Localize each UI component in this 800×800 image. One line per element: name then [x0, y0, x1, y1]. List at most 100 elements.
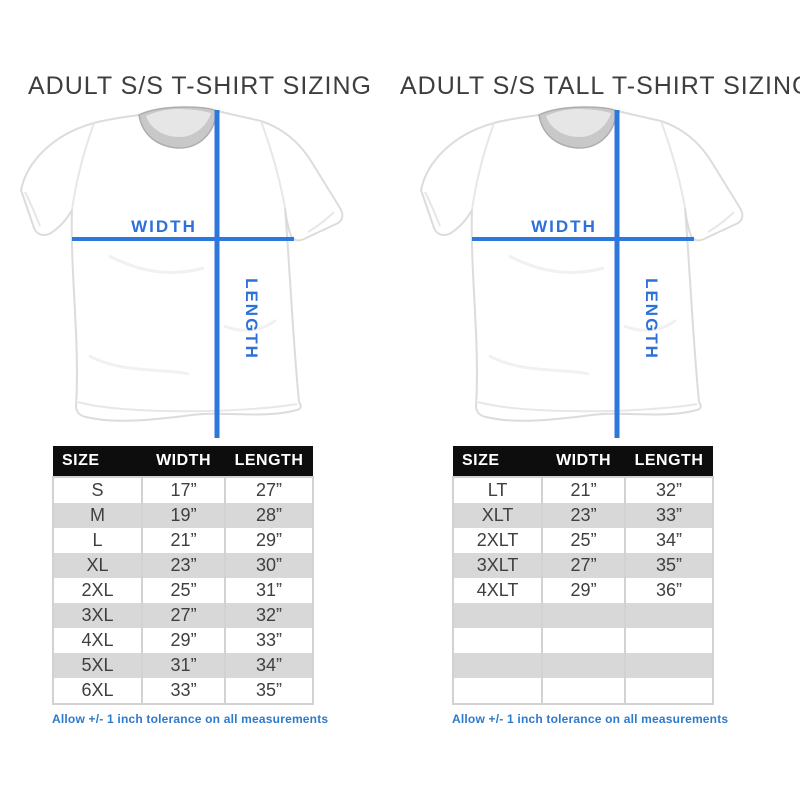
table-cell: 23” [142, 553, 227, 578]
table-row: 4XLT 29” 36” [453, 578, 713, 603]
table-cell: 34” [256, 655, 283, 675]
tshirt-illustration: WIDTH LENGTH [419, 106, 744, 438]
table-cell: 29” [256, 530, 283, 550]
table-cell: 4XL [53, 628, 144, 653]
table-header-row: SIZE WIDTH LENGTH [53, 446, 313, 477]
table-row: 4XL 29” 33” [53, 628, 313, 653]
table-cell: LT [453, 477, 544, 503]
table-row: M 19” 28” [53, 503, 313, 528]
col-header-size: SIZE [53, 446, 143, 477]
table-row: 5XL 31” 34” [53, 653, 313, 678]
col-header-length: LENGTH [625, 446, 713, 477]
table-cell: 4XLT [453, 578, 544, 603]
section-tall-sizing: ADULT S/S TALL T-SHIRT SIZING [400, 72, 800, 726]
table-cell: XLT [453, 503, 544, 528]
col-header-size: SIZE [453, 446, 543, 477]
shirt-seams [24, 120, 335, 413]
shirt-outline [19, 106, 344, 422]
table-cell: 33” [142, 678, 227, 704]
table-cell: 3XLT [453, 553, 544, 578]
table-cell: 30” [256, 555, 283, 575]
table-cell: 35” [656, 555, 683, 575]
shirt-outline [419, 106, 744, 422]
table-row [453, 603, 713, 628]
table-row: 2XLT 25” 34” [453, 528, 713, 553]
col-header-width: WIDTH [142, 446, 226, 477]
table-row: XL 23” 30” [53, 553, 313, 578]
table-cell: 29” [142, 628, 227, 653]
section-title: ADULT S/S TALL T-SHIRT SIZING [400, 72, 800, 100]
table-cell: 3XL [53, 603, 144, 628]
table-row: 3XL 27” 32” [53, 603, 313, 628]
table-cell: 21” [542, 477, 627, 503]
table-row: S 17” 27” [53, 477, 313, 503]
col-header-length: LENGTH [225, 446, 313, 477]
table-cell: 33” [656, 505, 683, 525]
table-row [453, 678, 713, 704]
tolerance-note: Allow +/- 1 inch tolerance on all measur… [52, 712, 329, 726]
table-row [453, 628, 713, 653]
size-table: SIZE WIDTH LENGTH LT 21” 32” XLT 23” 33” 2XLT 2… [452, 446, 714, 705]
table-row: LT 21” 32” [453, 477, 713, 503]
shirt-wrinkles [88, 254, 277, 376]
table-cell [453, 653, 544, 678]
table-cell: 5XL [53, 653, 144, 678]
table-cell [625, 628, 713, 653]
table-cell [625, 678, 713, 704]
table-cell: 27” [542, 553, 627, 578]
table-cell [453, 628, 544, 653]
page: ADULT S/S T-SHIRT SIZING [0, 72, 800, 726]
tolerance-note: Allow +/- 1 inch tolerance on all measur… [452, 712, 729, 726]
table-header-row: SIZE WIDTH LENGTH [453, 446, 713, 477]
size-table: SIZE WIDTH LENGTH S 17” 27” M 19” 28” L 21” 29” X… [52, 446, 314, 705]
size-table-body: S 17” 27” M 19” 28” L 21” 29” XL 23” 30” 2XL 25” 31” 3X… [53, 477, 313, 704]
table-cell [453, 678, 544, 704]
table-cell: 27” [142, 603, 227, 628]
table-cell [542, 653, 627, 678]
table-cell: XL [53, 553, 144, 578]
table-cell [542, 678, 627, 704]
table-cell: 6XL [53, 678, 144, 704]
table-cell: 35” [256, 680, 283, 700]
table-cell: S [53, 477, 144, 503]
table-row: L 21” 29” [53, 528, 313, 553]
table-cell: 34” [656, 530, 683, 550]
collar-inner [546, 109, 611, 138]
tshirt-diagram: WIDTH LENGTH [400, 106, 800, 446]
section-regular-sizing: ADULT S/S T-SHIRT SIZING [0, 72, 400, 726]
table-row: 2XL 25” 31” [53, 578, 313, 603]
table-cell: 17” [142, 477, 227, 503]
table-row: 3XLT 27” 35” [453, 553, 713, 578]
shirt-seams [424, 120, 735, 413]
table-row: 6XL 33” 35” [53, 678, 313, 704]
table-cell: 32” [656, 480, 683, 500]
shirt-wrinkles [488, 254, 677, 376]
table-cell: 36” [656, 580, 683, 600]
table-cell: 25” [142, 578, 227, 603]
section-title: ADULT S/S T-SHIRT SIZING [28, 72, 372, 100]
table-cell: 32” [256, 605, 283, 625]
table-cell: 28” [256, 505, 283, 525]
table-cell: 31” [142, 653, 227, 678]
table-cell: 19” [142, 503, 227, 528]
table-cell: 2XL [53, 578, 144, 603]
tshirt-diagram: WIDTH LENGTH [0, 106, 400, 446]
table-cell: M [53, 503, 144, 528]
tshirt-illustration: WIDTH LENGTH [19, 106, 344, 438]
width-label: WIDTH [131, 217, 197, 236]
table-cell: 33” [256, 630, 283, 650]
table-row: XLT 23” 33” [453, 503, 713, 528]
collar-inner [146, 109, 211, 138]
table-cell [542, 628, 627, 653]
width-label: WIDTH [531, 217, 597, 236]
table-cell [542, 603, 627, 628]
table-cell [625, 653, 713, 678]
table-cell: 21” [142, 528, 227, 553]
table-cell: L [53, 528, 144, 553]
table-cell: 31” [256, 580, 283, 600]
length-label: LENGTH [242, 278, 261, 360]
table-cell: 23” [542, 503, 627, 528]
table-row [453, 653, 713, 678]
size-table-body: LT 21” 32” XLT 23” 33” 2XLT 25” 34” 3XLT 27” 35” 4XL… [453, 477, 713, 704]
table-cell: 27” [256, 480, 283, 500]
